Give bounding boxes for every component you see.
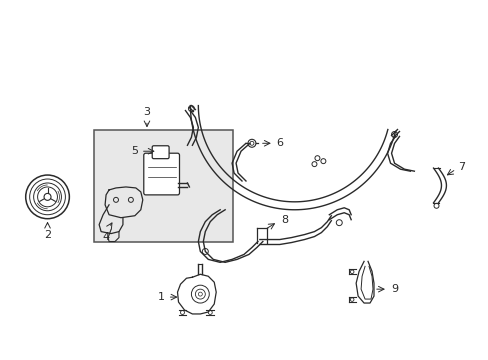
Text: 5: 5 bbox=[131, 146, 138, 156]
FancyBboxPatch shape bbox=[143, 153, 179, 195]
FancyBboxPatch shape bbox=[152, 146, 169, 159]
Text: 1: 1 bbox=[157, 292, 164, 302]
Text: 3: 3 bbox=[143, 108, 150, 117]
Text: 9: 9 bbox=[390, 284, 397, 294]
Text: 6: 6 bbox=[276, 138, 283, 148]
FancyBboxPatch shape bbox=[94, 130, 233, 242]
Text: 7: 7 bbox=[457, 162, 464, 172]
Text: 4: 4 bbox=[102, 231, 109, 242]
Text: 8: 8 bbox=[281, 215, 288, 225]
Text: 2: 2 bbox=[44, 230, 51, 240]
